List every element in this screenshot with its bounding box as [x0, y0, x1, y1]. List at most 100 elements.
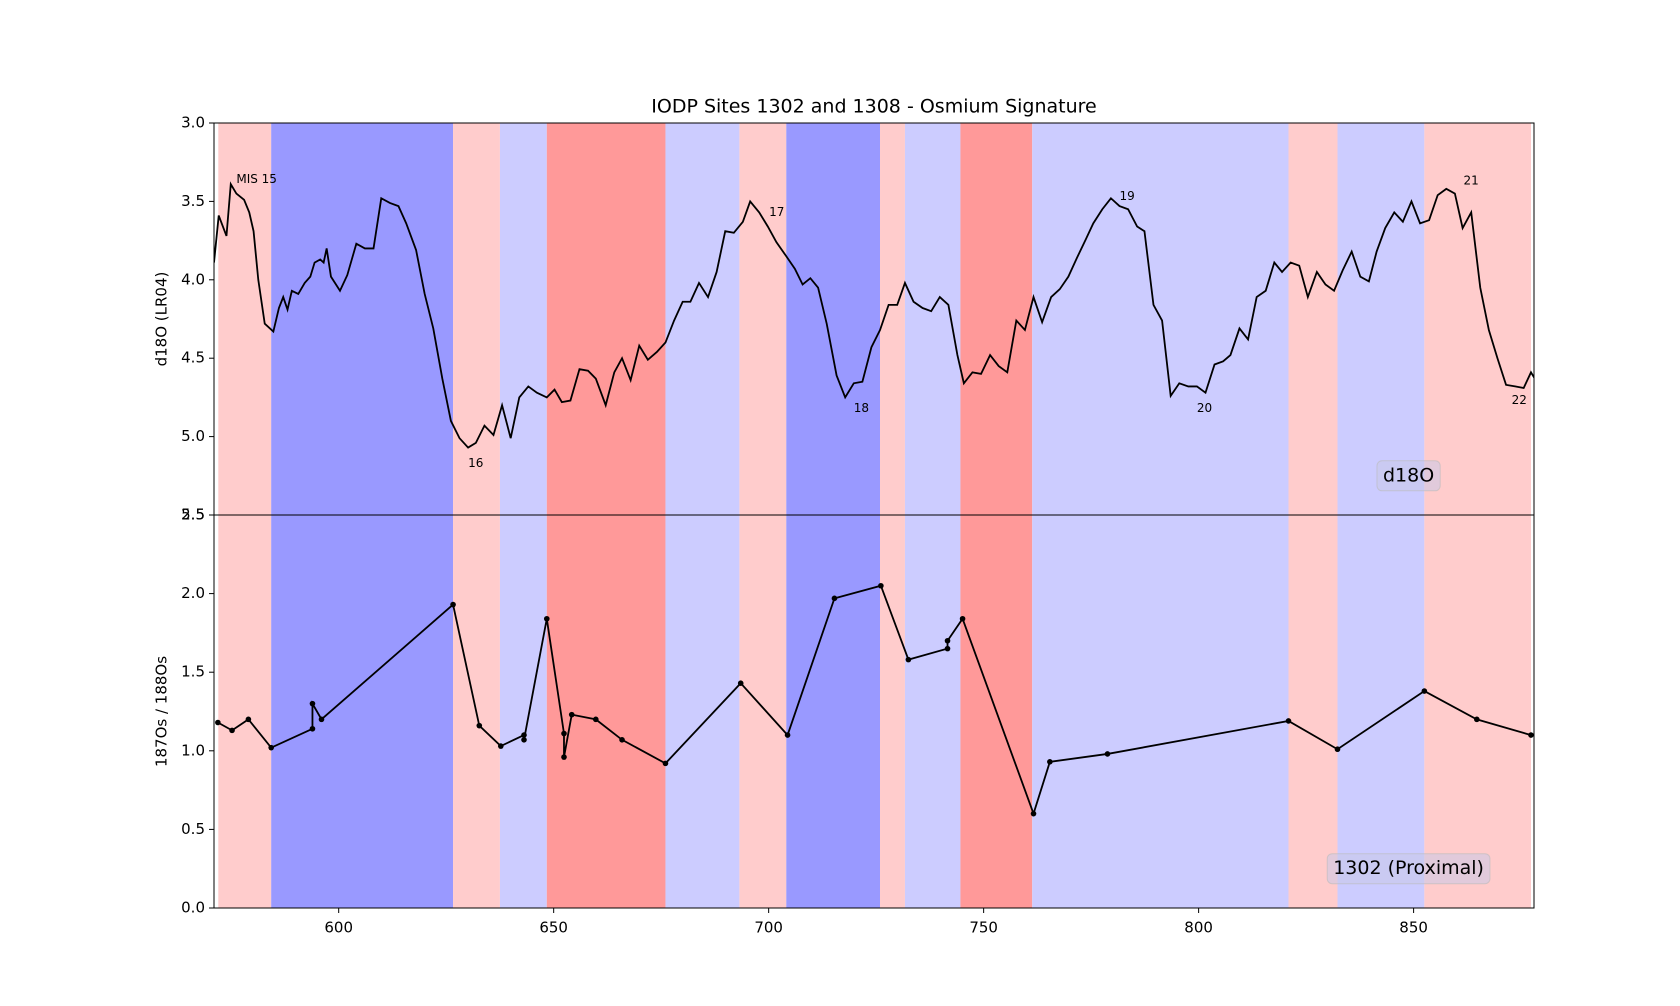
- data-point: [568, 711, 575, 718]
- annotation: 19: [1120, 189, 1135, 203]
- data-point: [1285, 718, 1292, 724]
- data-point: [318, 716, 325, 723]
- chart-title: IODP Sites 1302 and 1308 - Osmium Signat…: [651, 96, 1096, 118]
- y-axis-label: 187Os / 188Os: [153, 656, 171, 767]
- data-point: [737, 680, 744, 687]
- y-tick-label: 2.5: [181, 506, 205, 524]
- annotation: 17: [769, 205, 784, 219]
- x-tick-label: 700: [754, 919, 783, 937]
- panel-label: d18O: [1383, 464, 1434, 486]
- plot-area: [214, 123, 1534, 515]
- y-tick-label: 0.0: [181, 899, 205, 917]
- data-point: [944, 637, 951, 644]
- data-point: [1104, 751, 1111, 757]
- stage-band: [271, 515, 454, 908]
- y-tick-label: 2.0: [181, 584, 205, 602]
- y-tick-label: 1.5: [181, 663, 205, 681]
- data-point: [561, 754, 567, 760]
- data-point: [878, 582, 884, 589]
- data-point: [905, 656, 912, 663]
- stage-band: [218, 515, 272, 908]
- annotation: 18: [854, 401, 869, 415]
- data-point: [831, 595, 838, 602]
- stage-band: [739, 123, 787, 515]
- panel-label: 1302 (Proximal): [1333, 857, 1484, 879]
- stage-band: [739, 515, 787, 908]
- data-point: [245, 716, 252, 723]
- stage-band: [665, 123, 740, 515]
- stage-band: [1337, 515, 1425, 908]
- data-point: [1047, 759, 1053, 765]
- data-point: [543, 615, 550, 622]
- stage-band: [218, 123, 272, 515]
- data-point: [1474, 716, 1480, 723]
- stage-band: [1337, 123, 1425, 515]
- data-point: [959, 615, 966, 622]
- data-line: [214, 181, 1534, 449]
- data-point: [450, 601, 456, 608]
- stage-band: [786, 123, 881, 515]
- stage-band: [499, 123, 547, 515]
- stage-band: [1424, 123, 1531, 515]
- x-tick-label: 750: [969, 919, 998, 937]
- data-point: [561, 730, 567, 737]
- stage-band: [1288, 123, 1338, 515]
- data-point: [662, 760, 669, 767]
- data-point: [476, 722, 483, 729]
- data-point: [1528, 732, 1534, 738]
- data-point: [944, 645, 951, 652]
- annotation: 20: [1197, 401, 1212, 415]
- annotation: 22: [1512, 393, 1527, 407]
- data-point: [268, 744, 274, 751]
- y-tick-label: 4.0: [181, 270, 205, 288]
- annotation: MIS 15: [236, 172, 277, 186]
- stage-band: [904, 515, 961, 908]
- data-point: [521, 732, 527, 738]
- data-point: [1030, 810, 1037, 817]
- data-point: [521, 736, 527, 743]
- data-point: [1421, 688, 1428, 694]
- stage-band: [1032, 515, 1289, 908]
- y-tick-label: 0.5: [181, 820, 205, 838]
- data-point: [1334, 746, 1341, 753]
- stage-band: [665, 515, 740, 908]
- stage-band: [904, 123, 961, 515]
- axes-frame: [213, 514, 1535, 909]
- x-tick-label: 800: [1184, 919, 1213, 937]
- data-point: [784, 732, 791, 738]
- stage-band: [960, 123, 1033, 515]
- stage-band: [880, 515, 905, 908]
- x-tick-label: 850: [1399, 919, 1428, 937]
- data-point: [309, 700, 316, 707]
- stage-band: [499, 515, 547, 908]
- data-point: [229, 727, 235, 734]
- data-point: [309, 725, 316, 732]
- x-tick-label: 650: [539, 919, 568, 937]
- plot-area: [215, 515, 1534, 908]
- stage-band: [546, 123, 666, 515]
- data-point: [215, 719, 221, 726]
- y-axis-label: d18O (LR04): [153, 272, 171, 367]
- y-tick-label: 4.5: [181, 349, 205, 367]
- panel-label-box: [1326, 853, 1491, 885]
- y-tick-label: 3.0: [181, 114, 205, 132]
- y-tick-label: 3.5: [181, 192, 205, 210]
- annotation: 16: [468, 456, 483, 470]
- panel-label-box: [1376, 460, 1441, 492]
- data-point: [497, 743, 504, 749]
- stage-band: [1424, 515, 1531, 908]
- stage-band: [1288, 515, 1338, 908]
- stage-band: [271, 123, 454, 515]
- y-tick-label: 5.5: [181, 506, 205, 524]
- y-tick-label: 5.0: [181, 427, 205, 445]
- y-tick-label: 1.0: [181, 741, 205, 759]
- annotation: 21: [1463, 174, 1478, 188]
- data-point: [619, 736, 625, 743]
- data-point: [593, 716, 599, 723]
- stage-band: [453, 123, 500, 515]
- x-tick-label: 600: [324, 919, 353, 937]
- stage-band: [546, 515, 666, 908]
- stage-band: [786, 515, 881, 908]
